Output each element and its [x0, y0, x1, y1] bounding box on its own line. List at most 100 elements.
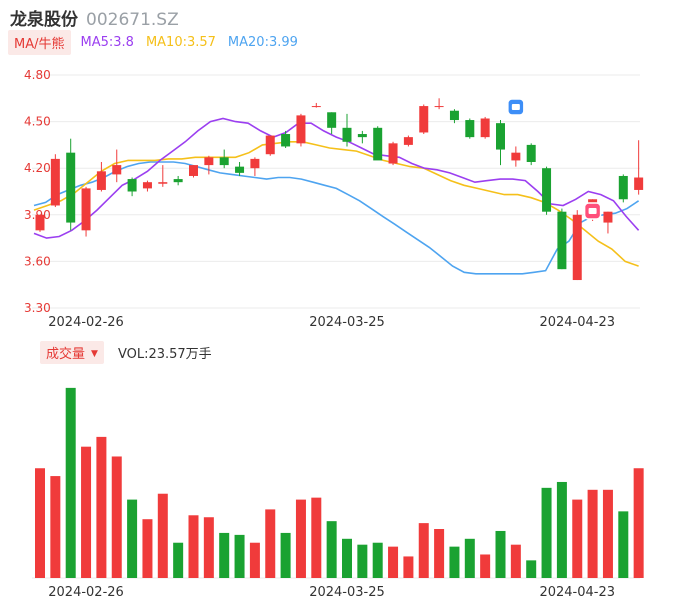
- y-tick-label: 4.20: [24, 161, 51, 175]
- candle-body: [235, 166, 245, 173]
- candle: [96, 161, 106, 192]
- candle: [81, 186, 91, 237]
- candle: [158, 165, 168, 187]
- volume-bar: [372, 542, 383, 578]
- volume-bar: [342, 538, 352, 578]
- volume-bar: [234, 534, 245, 578]
- candle: [142, 180, 152, 192]
- y-tick-label: 3.60: [24, 254, 51, 268]
- candle: [449, 109, 459, 124]
- candle: [511, 146, 521, 167]
- y-tick-label: 4.80: [24, 68, 51, 82]
- indicator-mode-selector[interactable]: MA/牛熊: [8, 29, 71, 55]
- x-tick-label: 2024-02-26: [48, 315, 124, 330]
- pink-badge-icon: [583, 202, 602, 220]
- candle: [634, 140, 644, 195]
- blue-badge-icon: [507, 98, 525, 116]
- stock-header: 龙泉股份 002671.SZ: [10, 5, 179, 30]
- volume-bar: [357, 544, 368, 578]
- candle: [373, 126, 383, 161]
- candle: [189, 165, 198, 178]
- candle-body: [219, 157, 229, 166]
- volume-indicator-selector[interactable]: 成交量 ▼: [40, 340, 104, 364]
- x-tick-label: 2024-04-23: [539, 315, 615, 330]
- volume-bar: [35, 468, 45, 578]
- candle: [127, 177, 137, 197]
- ma20-line: [33, 161, 640, 275]
- candle: [557, 208, 567, 270]
- ma5-legend: MA5:3.8: [80, 34, 134, 50]
- candle: [296, 113, 306, 147]
- ma-legend: MA/牛熊 MA5:3.8 MA10:3.57 MA20:3.99: [8, 29, 310, 55]
- candle: [434, 98, 444, 110]
- candle-body: [526, 144, 536, 162]
- candle-body: [265, 135, 275, 155]
- ma10-legend: MA10:3.57: [145, 34, 216, 50]
- volume-bar: [280, 532, 291, 578]
- candle: [357, 130, 367, 144]
- candle-body: [603, 211, 613, 223]
- candle: [480, 116, 490, 139]
- volume-bar: [464, 538, 475, 578]
- volume-bar: [495, 530, 506, 578]
- volume-bar: [111, 456, 122, 578]
- volume-bar: [556, 481, 567, 578]
- x-tick-label: 2024-02-26: [48, 585, 124, 600]
- candle: [342, 113, 352, 147]
- candle-body: [50, 158, 60, 206]
- volume-bar: [157, 493, 168, 578]
- stock-code: 002671.SZ: [86, 10, 179, 30]
- volume-bar: [510, 544, 521, 578]
- volume-bar: [434, 529, 445, 578]
- volume-bar: [526, 560, 537, 578]
- candle: [572, 210, 582, 281]
- candle-body: [189, 165, 198, 176]
- x-tick-label: 2024-03-25: [309, 315, 385, 330]
- volume-selector-label: 成交量: [46, 346, 86, 362]
- candle: [112, 149, 122, 183]
- volume-bar: [311, 497, 322, 578]
- candle: [219, 149, 229, 169]
- volume-bar: [572, 499, 583, 578]
- candle: [66, 138, 76, 231]
- candle-body: [311, 106, 321, 108]
- candle: [250, 157, 260, 176]
- volume-bar: [418, 523, 429, 578]
- volume-bar: [403, 556, 414, 578]
- pink-badge-icon-glyph: [588, 208, 597, 214]
- candle-body: [173, 179, 183, 183]
- volume-bar: [219, 532, 230, 578]
- candle: [265, 135, 275, 156]
- candle-body: [281, 134, 291, 147]
- volume-bar: [480, 554, 491, 578]
- candle-body: [327, 112, 337, 128]
- volume-bar: [142, 519, 153, 578]
- volume-bar: [249, 542, 260, 578]
- candle-body: [388, 143, 398, 164]
- candle-body: [403, 137, 413, 145]
- volume-bar: [127, 499, 138, 578]
- candle-body: [480, 118, 490, 138]
- candle: [526, 143, 536, 166]
- candle: [603, 211, 613, 234]
- candle: [403, 135, 413, 147]
- ma20-legend: MA20:3.99: [227, 34, 298, 50]
- candle-body: [496, 123, 505, 150]
- candle-body: [296, 115, 306, 144]
- blue-badge-icon-glyph: [511, 104, 520, 110]
- volume-bar: [388, 546, 399, 578]
- candle-body: [557, 211, 567, 270]
- volume-bar: [50, 476, 61, 578]
- volume-bar: [203, 517, 214, 578]
- volume-value: VOL:23.57万手: [117, 346, 212, 362]
- candle-body: [127, 179, 137, 192]
- candle-body: [81, 188, 91, 231]
- candle-body: [142, 182, 152, 189]
- candle-body: [357, 134, 367, 138]
- candle-body: [342, 127, 352, 142]
- volume-bar: [326, 521, 337, 578]
- volume-bar: [587, 489, 598, 578]
- candle-body: [250, 158, 260, 169]
- candle-body: [618, 175, 628, 200]
